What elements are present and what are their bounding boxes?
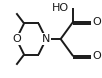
Text: O: O xyxy=(12,34,21,44)
Text: O: O xyxy=(93,51,101,61)
Text: HO: HO xyxy=(52,3,69,13)
Text: O: O xyxy=(93,17,101,27)
Text: N: N xyxy=(42,34,50,44)
